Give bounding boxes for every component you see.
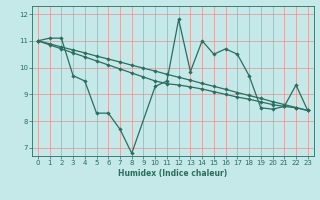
X-axis label: Humidex (Indice chaleur): Humidex (Indice chaleur) — [118, 169, 228, 178]
